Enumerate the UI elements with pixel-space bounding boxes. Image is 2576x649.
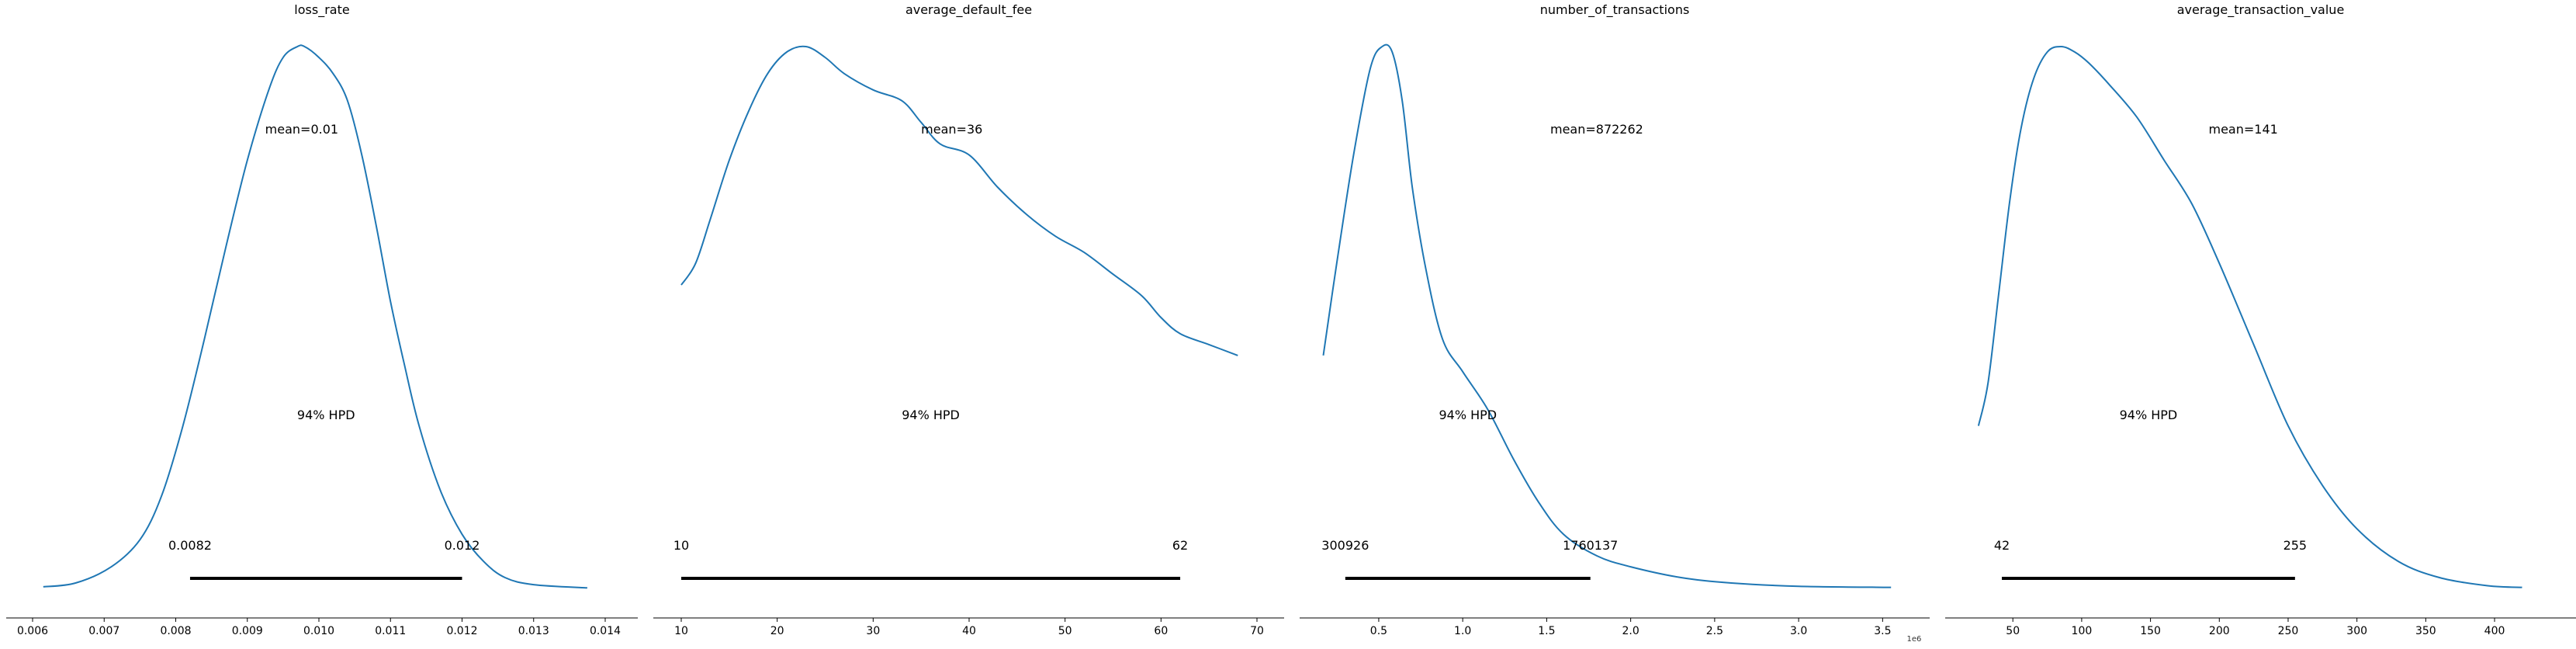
x-tick-label: 0.011: [375, 625, 406, 637]
x-tick-label: 2.0: [1622, 625, 1639, 637]
x-tick-label: 150: [2140, 625, 2161, 637]
hpd-label: 94% HPD: [902, 408, 960, 422]
x-tick-label: 100: [2072, 625, 2093, 637]
x-tick-label: 2.5: [1706, 625, 1723, 637]
hpd-high-label: 62: [1172, 538, 1188, 553]
x-tick-label: 0.006: [17, 625, 48, 637]
x-tick-label: 200: [2209, 625, 2230, 637]
x-axis-offset-label: 1e6: [1907, 635, 1922, 644]
x-tick-label: 40: [962, 625, 976, 637]
panel-title: average_transaction_value: [2177, 2, 2345, 18]
hpd-high-label: 255: [2283, 538, 2308, 553]
density-curve: [680, 45, 1238, 356]
x-tick-label: 30: [866, 625, 880, 637]
hpd-low-label: 42: [1994, 538, 2010, 553]
x-tick-label: 400: [2484, 625, 2505, 637]
x-tick-label: 0.007: [88, 625, 119, 637]
x-tick-label: 3.5: [1874, 625, 1891, 637]
x-tick-label: 1.0: [1454, 625, 1471, 637]
hpd-low-label: 0.0082: [168, 538, 212, 553]
hpd-high-label: 1760137: [1563, 538, 1618, 553]
mean-label: mean=36: [921, 122, 982, 137]
x-tick-label: 0.008: [160, 625, 191, 637]
x-tick-label: 0.013: [518, 625, 549, 637]
x-tick-label: 20: [770, 625, 784, 637]
density-curve: [1322, 43, 1892, 588]
x-tick-label: 350: [2415, 625, 2436, 637]
hpd-label: 94% HPD: [297, 408, 355, 422]
x-tick-label: 250: [2278, 625, 2299, 637]
x-tick-label: 50: [1058, 625, 1072, 637]
x-tick-label: 50: [2006, 625, 2020, 637]
panel-title: average_default_fee: [905, 2, 1032, 18]
hpd-low-label: 10: [673, 538, 689, 553]
x-tick-label: 0.009: [232, 625, 263, 637]
hpd-label: 94% HPD: [2120, 408, 2178, 422]
hpd-label: 94% HPD: [1439, 408, 1497, 422]
mean-label: mean=872262: [1550, 122, 1643, 137]
density-curve: [43, 44, 587, 589]
x-tick-label: 60: [1154, 625, 1168, 637]
density-curve: [1977, 45, 2522, 588]
hpd-low-label: 300926: [1321, 538, 1369, 553]
x-tick-label: 3.0: [1790, 625, 1807, 637]
mean-label: mean=141: [2208, 122, 2277, 137]
x-tick-label: 0.014: [590, 625, 621, 637]
x-tick-label: 0.010: [303, 625, 334, 637]
x-tick-label: 300: [2346, 625, 2367, 637]
x-tick-label: 10: [674, 625, 688, 637]
panel-title: number_of_transactions: [1540, 2, 1690, 18]
mean-label: mean=0.01: [265, 122, 338, 137]
x-tick-label: 1.5: [1538, 625, 1555, 637]
x-tick-label: 0.5: [1370, 625, 1387, 637]
hpd-high-label: 0.012: [445, 538, 480, 553]
x-tick-label: 70: [1250, 625, 1264, 637]
panel-title: loss_rate: [294, 2, 349, 18]
x-tick-label: 0.012: [446, 625, 477, 637]
